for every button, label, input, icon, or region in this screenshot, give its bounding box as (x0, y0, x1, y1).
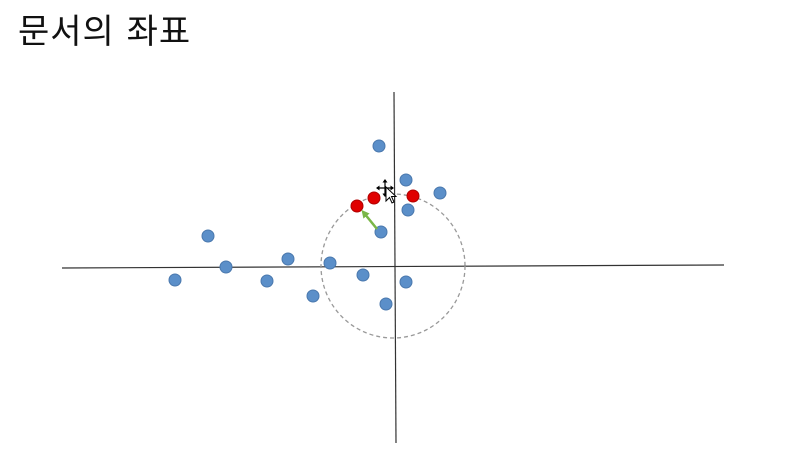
document-point (402, 204, 414, 216)
document-point (202, 230, 214, 242)
highlighted-point (407, 190, 419, 202)
document-point (169, 274, 181, 286)
y-axis (394, 92, 396, 443)
document-point (324, 257, 336, 269)
document-point (282, 253, 294, 265)
document-point (220, 261, 232, 273)
document-point (400, 276, 412, 288)
document-point (373, 140, 385, 152)
document-point (380, 298, 392, 310)
highlighted-point (368, 192, 380, 204)
movement-arrow (364, 213, 377, 229)
document-point (434, 187, 446, 199)
x-axis (62, 265, 724, 268)
document-point (357, 269, 369, 281)
document-point (261, 275, 273, 287)
document-points (169, 140, 446, 310)
highlighted-point (351, 200, 363, 212)
document-point (400, 174, 412, 186)
document-point (307, 290, 319, 302)
